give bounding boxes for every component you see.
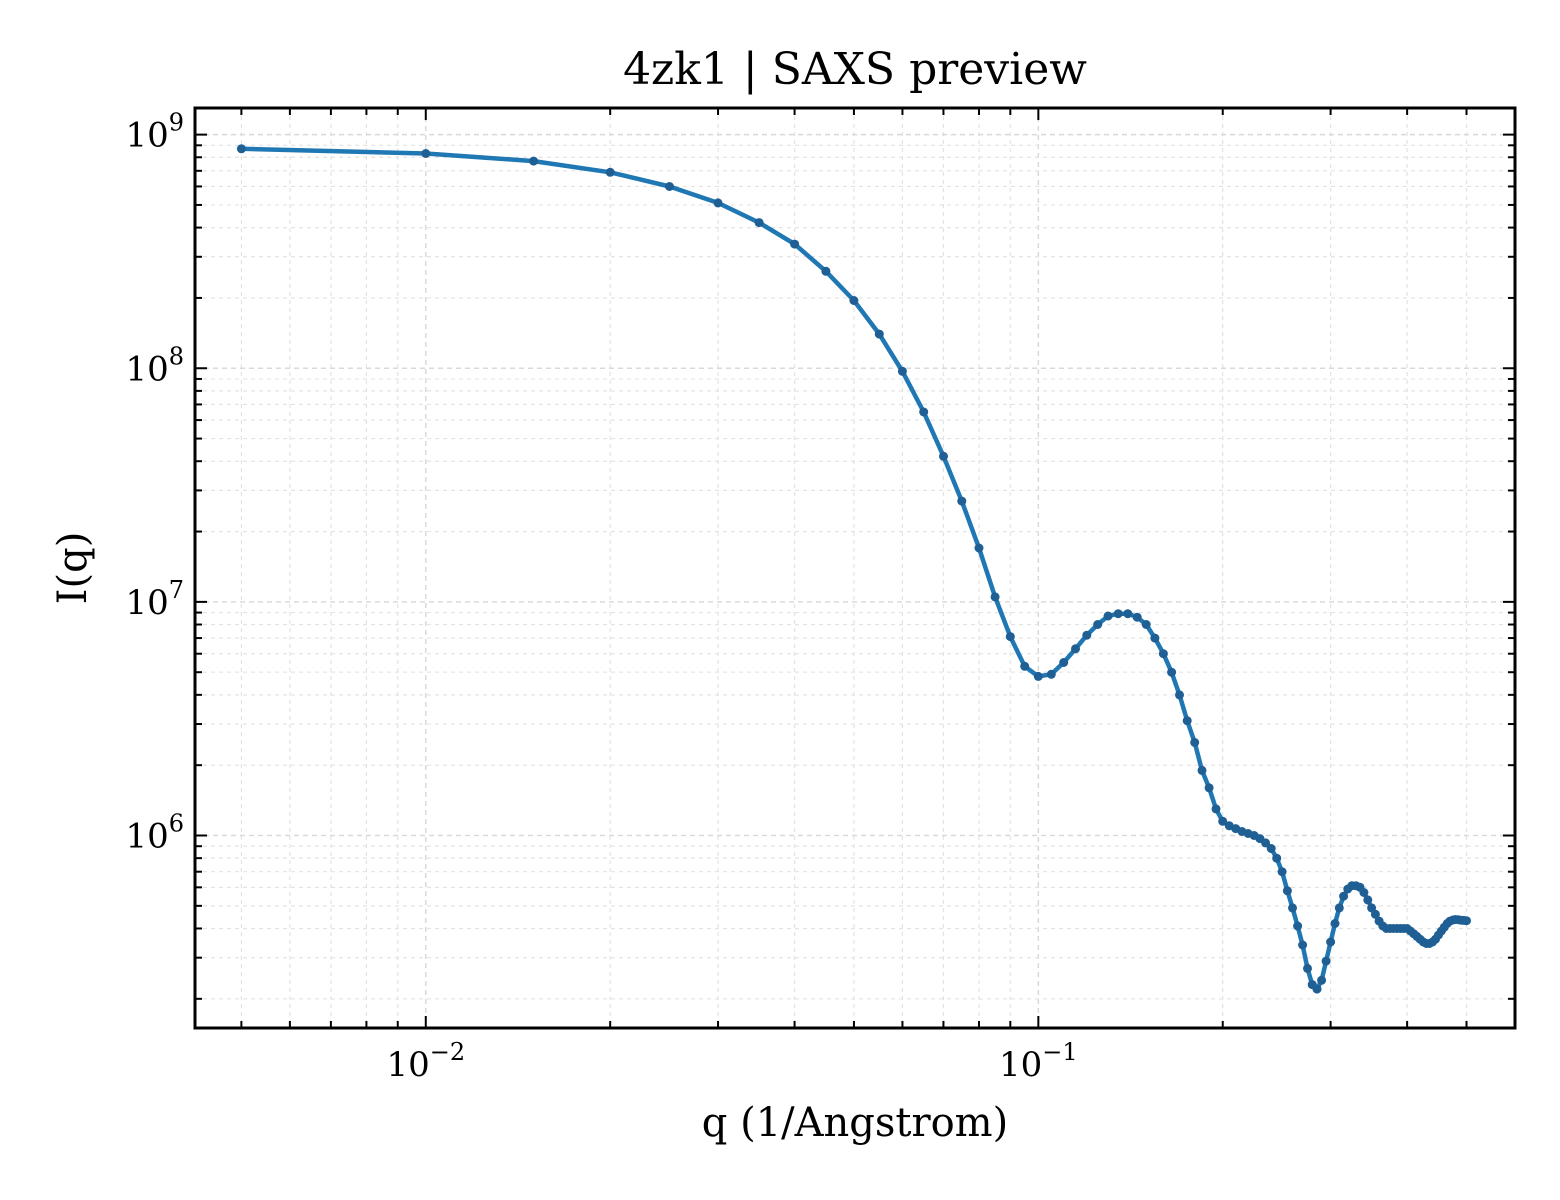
data-point bbox=[1293, 921, 1303, 931]
data-point bbox=[1334, 903, 1344, 913]
data-point bbox=[957, 496, 967, 506]
data-point bbox=[897, 366, 907, 376]
data-point bbox=[1132, 612, 1142, 622]
data-point bbox=[1082, 630, 1092, 640]
data-point bbox=[1326, 937, 1336, 947]
series-layer bbox=[236, 144, 1471, 994]
data-point bbox=[1197, 765, 1207, 775]
data-point bbox=[713, 198, 723, 208]
data-point bbox=[1093, 620, 1103, 629]
data-point bbox=[1359, 888, 1369, 897]
data-point bbox=[1103, 611, 1113, 621]
data-point bbox=[754, 218, 764, 228]
data-point bbox=[1175, 690, 1184, 700]
data-point bbox=[1317, 975, 1327, 985]
data-point bbox=[1005, 632, 1015, 642]
data-point bbox=[529, 156, 539, 166]
data-point bbox=[849, 296, 859, 305]
chart-title: 4zk1 | SAXS preview bbox=[623, 44, 1087, 95]
data-point bbox=[1272, 853, 1282, 863]
data-point bbox=[1071, 644, 1080, 654]
data-point bbox=[1370, 909, 1380, 919]
data-point bbox=[1363, 895, 1373, 905]
data-point bbox=[665, 182, 674, 191]
data-point bbox=[1113, 609, 1123, 619]
data-point bbox=[790, 239, 800, 249]
data-point bbox=[1167, 667, 1177, 677]
data-point bbox=[874, 329, 884, 339]
data-point bbox=[605, 167, 615, 177]
data-point bbox=[1158, 649, 1168, 659]
data-point bbox=[1312, 984, 1322, 994]
data-point bbox=[1190, 738, 1200, 747]
y-tick-label: 106 bbox=[125, 810, 184, 857]
y-axis-label: I(q) bbox=[50, 532, 96, 605]
data-point bbox=[1033, 671, 1043, 681]
data-point bbox=[1339, 891, 1349, 901]
data-point bbox=[1288, 903, 1297, 913]
data-point bbox=[1330, 919, 1340, 928]
data-point bbox=[236, 144, 246, 154]
data-point bbox=[1211, 804, 1221, 814]
data-point bbox=[821, 266, 831, 276]
data-point bbox=[1182, 716, 1192, 726]
data-point bbox=[1303, 963, 1312, 973]
x-tick-label: 10−1 bbox=[999, 1038, 1078, 1085]
y-tick-label: 107 bbox=[125, 576, 184, 623]
data-point bbox=[1261, 838, 1271, 848]
data-point bbox=[1321, 956, 1331, 966]
x-axis-label: q (1/Angstrom) bbox=[702, 1100, 1008, 1146]
data-point bbox=[1282, 886, 1292, 896]
data-point bbox=[1266, 844, 1276, 853]
plot-frame bbox=[193, 106, 1517, 1030]
grid bbox=[195, 108, 1515, 1028]
data-point bbox=[1123, 609, 1133, 619]
data-point bbox=[990, 592, 1000, 602]
data-point bbox=[1218, 816, 1228, 826]
data-point bbox=[1204, 783, 1214, 793]
data-point bbox=[1462, 916, 1471, 926]
data-point bbox=[1046, 669, 1056, 679]
data-point bbox=[1141, 620, 1151, 629]
data-point bbox=[939, 451, 948, 461]
tick-labels: 10−2 10−1 106 107 108 109 bbox=[125, 109, 1077, 1085]
data-point bbox=[1020, 661, 1030, 671]
data-point bbox=[421, 149, 431, 158]
y-tick-label: 109 bbox=[125, 109, 184, 156]
data-point bbox=[1150, 633, 1160, 643]
data-point bbox=[1298, 940, 1308, 950]
data-point bbox=[919, 407, 929, 417]
y-tick-label: 108 bbox=[125, 342, 184, 389]
data-point bbox=[1059, 658, 1069, 667]
x-tick-label: 10−2 bbox=[386, 1038, 465, 1085]
data-point bbox=[1277, 867, 1287, 877]
data-point bbox=[974, 543, 984, 553]
